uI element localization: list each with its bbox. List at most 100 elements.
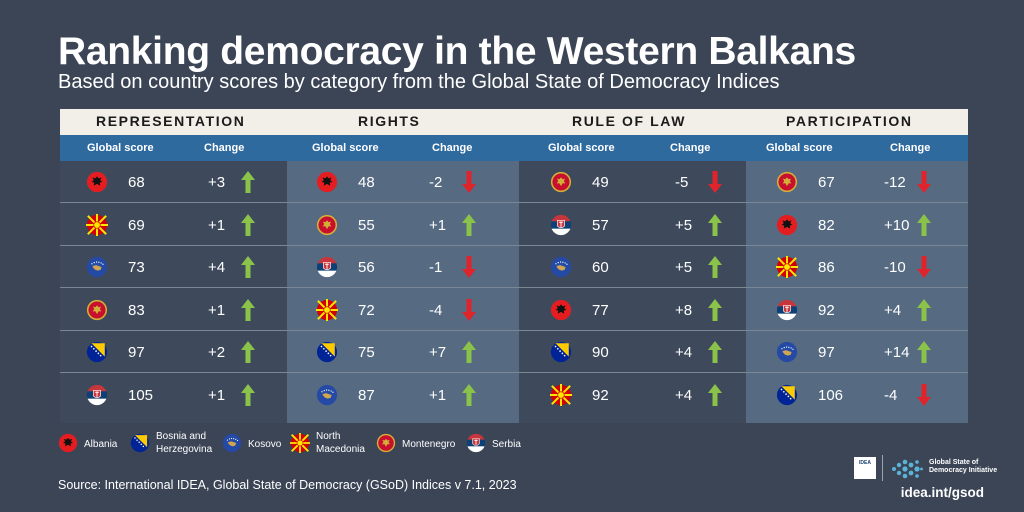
green-up-arrow-icon [461,383,477,407]
global-score: 72 [358,301,375,319]
green-up-arrow-icon [707,298,723,322]
column-header-row: Global score Change Global score Change … [60,135,968,161]
green-up-arrow-icon [461,340,477,364]
legend-label-line: Bosnia and [156,431,207,442]
flag-icon-kosovo [550,256,572,278]
score-change: +4 [884,301,902,319]
category-title: PARTICIPATION [786,113,913,129]
global-score: 60 [592,259,609,276]
green-up-arrow-icon [240,255,256,279]
gsod-dots-icon [892,459,923,479]
table-row: 97 +14 [746,331,968,373]
red-down-arrow-icon [916,255,932,279]
green-up-arrow-icon [240,383,256,407]
flag-icon-north-macedonia [776,256,798,278]
score-change: +14 [884,344,910,361]
flag-icon-montenegro [550,171,572,193]
score-change: -2 [429,174,443,191]
table-row: 75 +7 [287,331,519,373]
column-header: Change [670,142,711,154]
column-header: Change [204,142,245,154]
green-up-arrow-icon [240,298,256,322]
legend-label: Albania [84,438,117,451]
green-up-arrow-icon [916,298,932,322]
global-score: 86 [818,259,835,276]
flag-icon-albania [316,171,338,193]
table-row: 73 +4 [60,246,287,288]
ranking-table: REPRESENTATION RIGHTS RULE OF LAW PARTIC… [60,109,968,423]
score-change: +10 [884,216,910,234]
score-change: +8 [675,301,693,319]
table-row: 67 -12 [746,161,968,203]
red-down-arrow-icon [461,170,477,194]
category-column: 67 -12 82 +10 86 -10 92 +4 97 +14 106 -4 [746,161,968,423]
red-down-arrow-icon [916,170,932,194]
global-score: 73 [128,259,145,276]
flag-icon-albania [550,299,572,321]
global-score: 90 [592,344,609,361]
green-up-arrow-icon [461,213,477,237]
score-change: +4 [675,344,693,361]
flag-icon-bosnia-and-herzegovina [86,341,108,363]
flag-icon-serbia [550,214,572,236]
category-title: RULE OF LAW [572,113,687,129]
legend-label: Montenegro [402,438,455,451]
flag-icon-montenegro [376,433,396,453]
green-up-arrow-icon [240,213,256,237]
score-change: -4 [429,301,443,319]
gsod-line: Global State of [929,459,979,466]
category-header-row: REPRESENTATION RIGHTS RULE OF LAW PARTIC… [60,109,968,135]
flag-icon-north-macedonia [86,213,108,236]
global-score: 97 [818,344,835,361]
score-change: -4 [884,386,898,404]
table-row: 48 -2 [287,161,519,203]
column-header: Change [432,142,473,154]
flag-icon-kosovo [776,341,798,363]
global-score: 49 [592,174,609,191]
legend-label: Kosovo [248,438,281,451]
global-score: 92 [818,301,835,319]
legend-label: Bosnia and Herzegovina [156,430,212,456]
legend-label: Serbia [492,438,521,451]
global-score: 67 [818,174,835,191]
table-row: 68 +3 [60,161,287,203]
table-row: 56 -1 [287,246,519,288]
table-row: 92 +4 [746,289,968,331]
category-title: REPRESENTATION [96,113,246,129]
gsod-text: Global State of Democracy Initiative [929,459,997,475]
red-down-arrow-icon [707,170,723,194]
flag-icon-bosnia-and-herzegovina [130,433,150,453]
score-change: -1 [429,259,443,276]
green-up-arrow-icon [916,340,932,364]
score-change: +1 [208,216,226,234]
green-up-arrow-icon [707,213,723,237]
legend-label-line: Montenegro [402,439,456,450]
legend-label-line: Herzegovina [156,444,213,455]
table-row: 72 -4 [287,289,519,331]
idea-logo: IDEA Global State of Democracy Initiativ… [854,453,1004,503]
table-row: 106 -4 [746,374,968,416]
score-change: +2 [208,344,226,361]
category-column: 49 -5 57 +5 60 +5 77 +8 90 +4 92 +4 [519,161,746,423]
flag-icon-bosnia-and-herzegovina [316,341,338,363]
table-row: 86 -10 [746,246,968,288]
table-row: 60 +5 [519,246,746,288]
flag-icon-bosnia-and-herzegovina [550,341,572,363]
green-up-arrow-icon [240,340,256,364]
global-score: 57 [592,216,609,234]
table-row: 82 +10 [746,204,968,246]
score-change: +4 [675,386,693,404]
column-header: Change [890,142,931,154]
global-score: 77 [592,301,609,319]
flag-icon-serbia [86,384,108,406]
global-score: 55 [358,216,375,234]
page-title: Ranking democracy in the Western Balkans [58,30,856,73]
flag-icon-kosovo [316,384,338,406]
score-change: +1 [429,216,447,234]
category-column: 68 +3 69 +1 73 +4 83 +1 97 +2 105 +1 [60,161,287,423]
green-up-arrow-icon [240,170,256,194]
score-change: +1 [208,386,226,404]
green-up-arrow-icon [707,383,723,407]
green-up-arrow-icon [707,255,723,279]
website-link[interactable]: idea.int/gsod [900,485,984,500]
